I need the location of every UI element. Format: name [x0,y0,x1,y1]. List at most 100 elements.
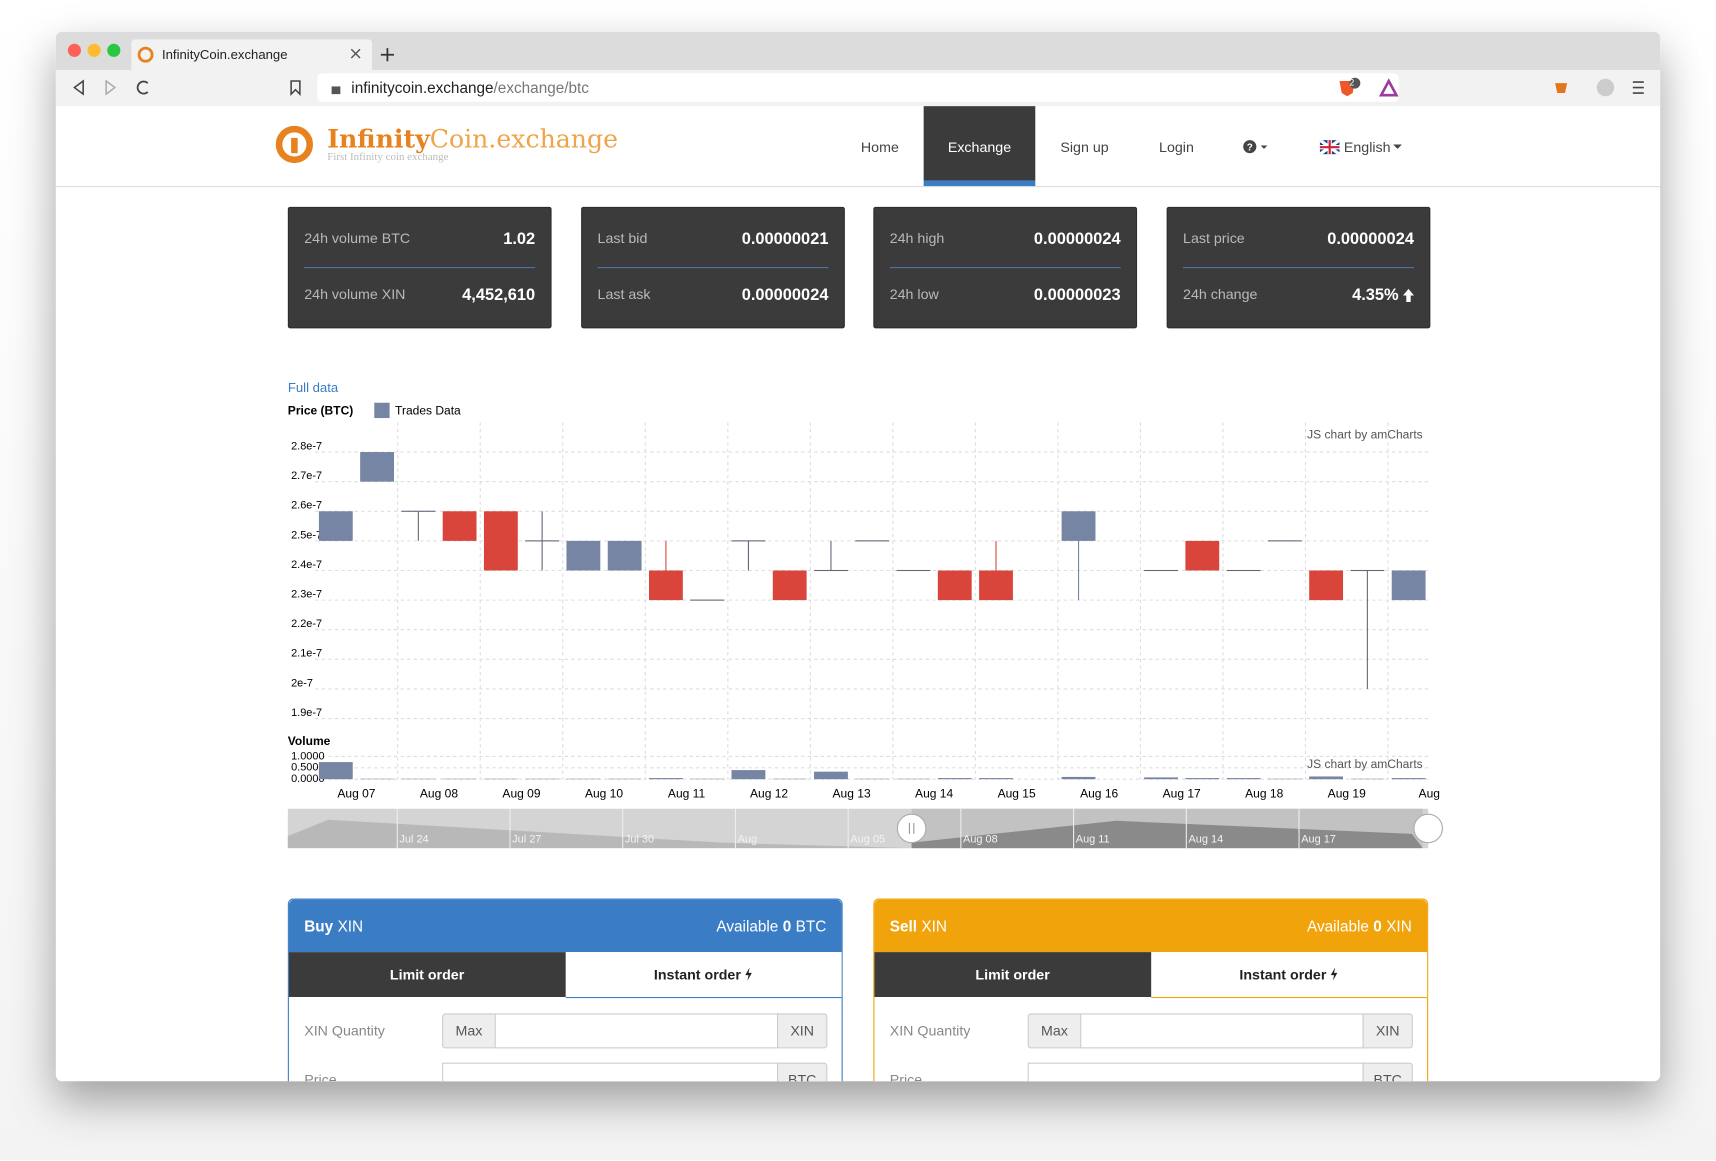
candle-body [1267,540,1302,542]
available-label: Available [716,917,779,935]
bolt-icon [745,967,752,981]
arrow-up [1403,288,1414,303]
navigator-handle-right[interactable] [1413,813,1443,844]
help-mark: ? [1247,142,1253,153]
active-tab[interactable] [131,39,373,71]
full-data-link[interactable]: Full data [287,379,339,396]
close-button[interactable] [67,43,81,57]
x-tick-label: Aug 17 [1163,787,1201,801]
x-tick-label: Aug 19 [1328,787,1366,801]
logo-bold: Infinity [327,124,430,155]
candle-body [318,511,353,541]
brave-rewards[interactable] [1378,78,1399,97]
nav-active-underline [923,180,1036,187]
navigator-handle-left[interactable] [896,813,927,844]
candle-body [772,570,807,601]
legend-label: Trades Data [395,404,461,418]
navigator-area-selected [911,820,1423,849]
navigator-label: Aug [738,833,757,845]
candle-body [1309,570,1344,601]
order-tab[interactable]: Instant order [565,952,842,999]
nav-active-bg [923,106,1036,181]
volume-credit: JS chart by amCharts [1307,757,1423,771]
url-path: /exchange/btc [493,78,589,97]
order-tab[interactable]: Limit order [874,952,1151,997]
nav-item[interactable]: Exchange [947,138,1012,156]
bolt [1330,967,1338,981]
stat-card: Last price 0.00000024 24h change 4.35% [1166,206,1431,329]
volume-title: Volume [288,734,331,748]
candle-body [566,540,601,571]
url-bar[interactable] [317,73,1399,102]
volume-bar [1309,776,1344,780]
new-tab[interactable] [380,48,394,62]
candle-body [1061,511,1096,541]
field-input[interactable] [442,1062,780,1082]
candle-body [731,540,766,542]
candle-body [690,599,725,601]
candle-body [483,511,518,571]
help-icon [1243,140,1257,154]
field-unit: BTC [1362,1062,1413,1082]
nav-item[interactable]: Login [1159,138,1194,156]
candle-body [979,570,1013,601]
legend-swatch [374,402,390,419]
candle-body [648,570,683,601]
logo-icon [275,125,313,164]
candle-body [1350,569,1385,572]
x-tick-label: Aug 10 [585,787,623,801]
browser-chrome-icons [55,39,1661,107]
menu-button[interactable] [1632,81,1644,94]
order-panel-header: Buy XIN Available 0 BTC [288,899,842,953]
field-unit: XIN [777,1013,828,1049]
tab-label: Instant order [653,966,741,983]
field-input[interactable] [1027,1062,1365,1082]
field-input[interactable] [1080,1013,1365,1049]
stat-value: 1.02 [503,229,536,249]
x-tick-label: Aug 09 [502,787,540,801]
window-content: InfinityCoin.exchange 2 infinitycoin.exc… [55,31,1661,1082]
bookmark-button[interactable] [290,80,301,96]
navigator-label: Aug 17 [1301,833,1336,845]
candle-body [401,510,436,512]
candle-body [525,540,560,542]
reload-button[interactable] [136,80,149,95]
field-prefix[interactable]: Max [1027,1013,1082,1049]
nav-item[interactable]: Home [860,138,899,156]
volume-bar [1226,778,1261,780]
volume-tick-label: 0.5000 [291,762,324,774]
stat-label: 24h volume BTC [304,229,411,247]
order-tab[interactable]: Instant order [1150,952,1428,999]
lock-icon [331,86,341,95]
field-prefix[interactable]: Max [442,1013,496,1049]
zoom-button[interactable] [107,43,121,57]
stat-value: 4.35% [1352,285,1399,305]
stat-separator [889,267,1121,269]
help-menu[interactable]: ? [1241,138,1274,158]
candle-body [1144,569,1178,572]
stat-separator [1183,267,1414,269]
extension-icon[interactable] [1555,83,1568,94]
volume-bar [1061,776,1096,780]
y-tick-label: 2.5e-7 [291,529,322,541]
available-amount: 0 [782,917,792,935]
nav-item[interactable]: Sign up [1060,138,1109,156]
field-label: XIN Quantity [304,1022,385,1039]
logo-bar [291,137,298,154]
volume-bar [731,770,766,780]
volume-tick-label: 1.0000 [291,750,324,762]
minimize-button[interactable] [87,43,101,57]
back-button[interactable] [73,79,84,96]
language-menu[interactable]: English [1343,138,1391,156]
candle-body [814,569,848,572]
logo-text: InfinityCoin.exchange [327,125,618,155]
order-tab[interactable]: Limit order [288,952,566,997]
field-input[interactable] [494,1013,780,1049]
volume-bar [1185,778,1220,780]
forward-button[interactable] [105,79,117,96]
chart: Price (BTC) Trades Data JS chart by amChar… [288,402,1443,849]
x-tick-label: Aug 07 [337,787,375,801]
stat-card: Last bid 0.00000021 Last ask 0.00000024 [581,206,845,329]
profile-icon[interactable] [1596,78,1615,97]
tab-close[interactable] [350,48,361,59]
